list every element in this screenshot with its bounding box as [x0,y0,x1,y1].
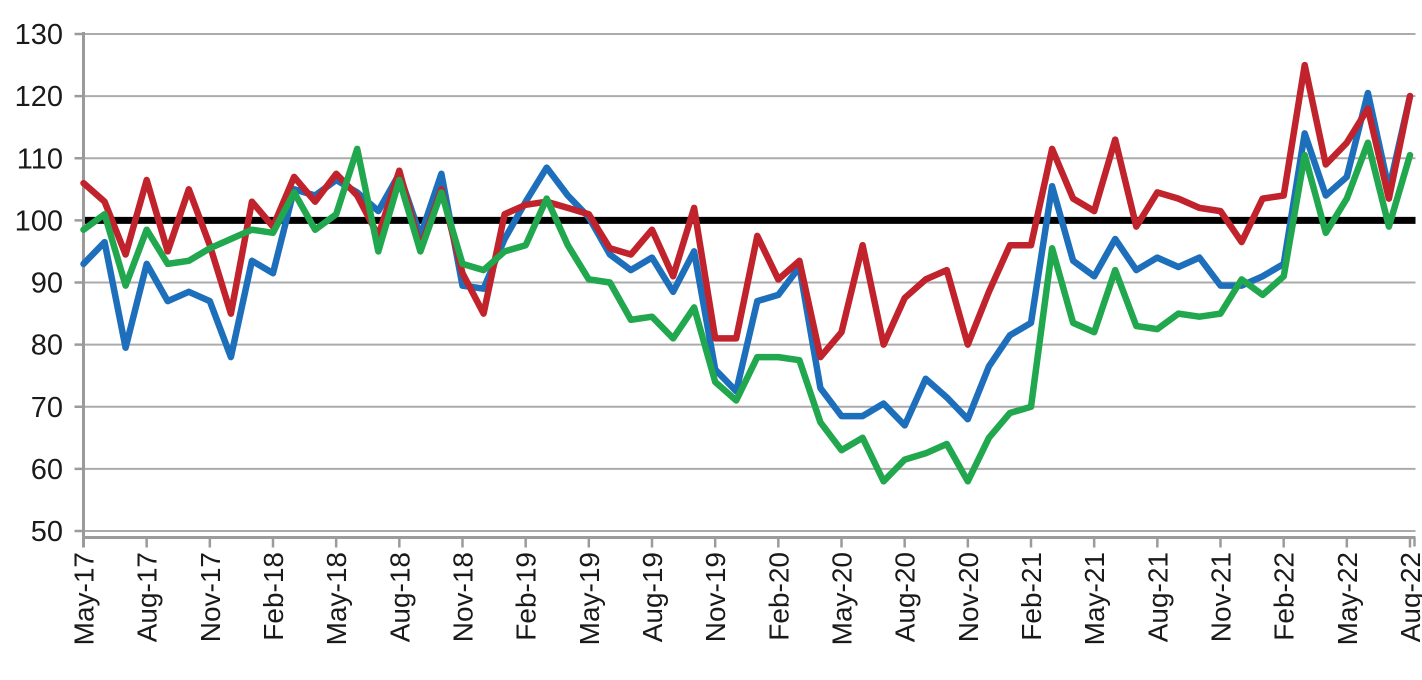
series-red-line [80,61,1414,361]
x-tick-label: Feb-19 [511,552,542,641]
y-tick-label: 80 [31,330,63,362]
x-tick-label: Aug-17 [132,552,163,642]
y-tick-label: 90 [31,268,63,300]
y-tick-label: 130 [15,19,63,51]
series-green-line [80,139,1414,485]
x-tick-label: May-18 [321,552,352,645]
x-tick-label: Aug-18 [384,552,415,642]
x-tick-label: Aug-22 [1395,552,1422,642]
y-tick-label: 120 [15,81,63,113]
x-tick-label: Feb-20 [763,552,794,641]
x-tick-label: Nov-20 [953,552,984,642]
x-tick-label: May-21 [1079,552,1110,645]
x-tick-label: Aug-20 [890,552,921,642]
x-axis-labels: May-17 Aug-17 Nov-17 Feb-18 May-18 Aug-18 Nov-… [69,552,1422,645]
x-tick-label: Nov-21 [1206,552,1237,642]
x-tick-label: Aug-21 [1142,552,1173,642]
axes [74,32,1416,548]
x-tick-label: Feb-22 [1269,552,1300,641]
x-tick-label: Nov-17 [195,552,226,642]
x-tick-label: May-20 [827,552,858,645]
x-tick-label: Aug-19 [637,552,668,642]
x-tick-label: May-19 [574,552,605,645]
x-tick-label: Nov-18 [448,552,479,642]
y-tick-label: 100 [15,205,63,237]
y-tick-label: 50 [31,516,63,548]
x-tick-label: Feb-18 [258,552,289,641]
y-tick-label: 70 [31,392,63,424]
y-axis-labels: 130 120 110 100 90 80 70 60 50 [15,19,63,548]
y-tick-label: 110 [17,143,63,175]
x-tick-label: Nov-19 [700,552,731,642]
x-tick-label: Feb-21 [1016,552,1047,641]
y-tick-label: 60 [31,454,63,486]
x-tick-label: May-17 [69,552,100,645]
x-tick-label: May-22 [1332,552,1363,645]
